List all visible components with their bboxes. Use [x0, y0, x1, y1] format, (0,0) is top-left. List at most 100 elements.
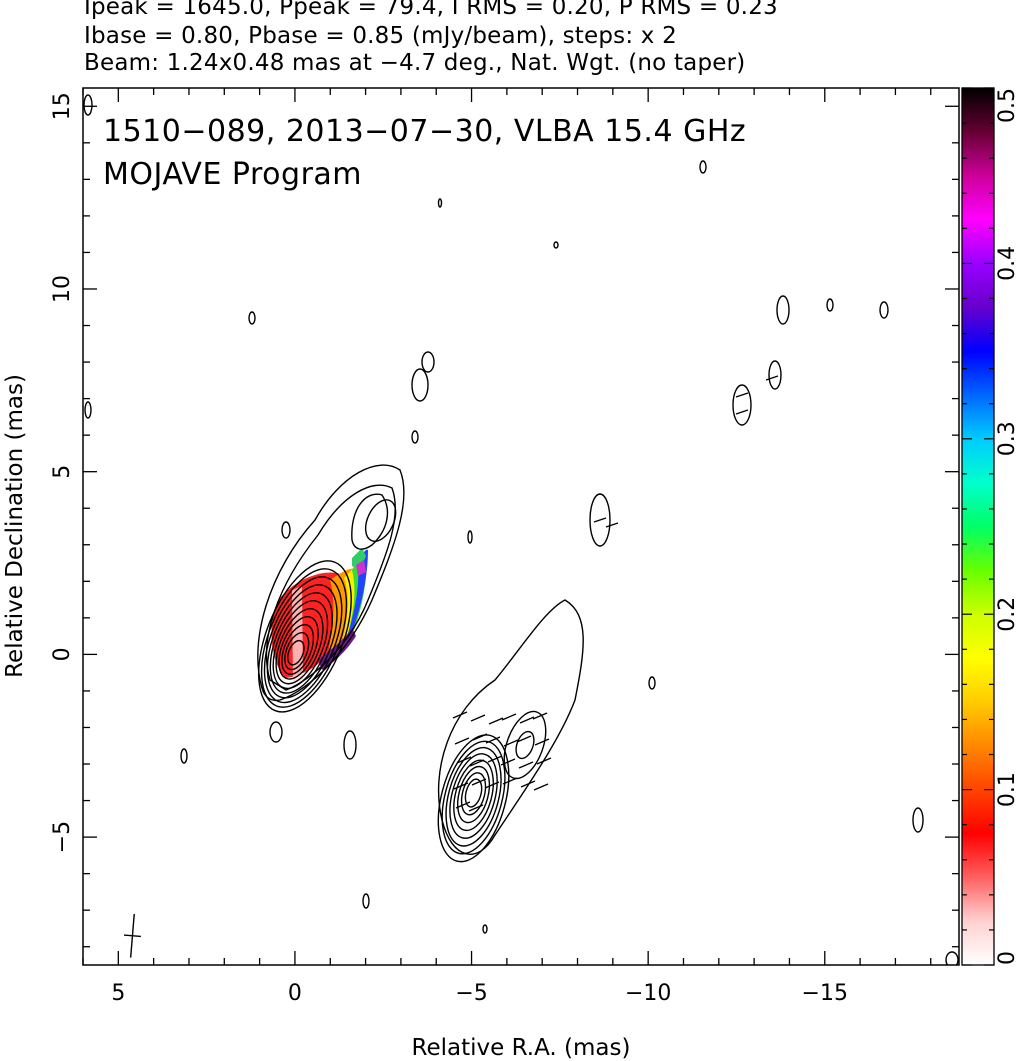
- y-axis-title: Relative Declination (mas): [2, 374, 28, 678]
- noise-contour: [467, 530, 473, 544]
- header-beam-info: Beam: 1.24x0.48 mas at −4.7 deg., Nat. W…: [84, 50, 746, 76]
- colorbar-gradient: [961, 87, 995, 966]
- core-contour: [284, 631, 310, 671]
- x-tick-label: 0: [288, 981, 302, 1006]
- noise-contour: [699, 160, 707, 174]
- noise-contour: [879, 301, 889, 319]
- polarization-vector: [533, 783, 549, 791]
- sw-secondary-inner-contour: [515, 730, 535, 760]
- y-tick-label: 10: [50, 275, 75, 303]
- y-tick-label: −5: [50, 821, 75, 853]
- noise-contour: [343, 730, 357, 760]
- y-tick-label: 15: [50, 92, 75, 120]
- polarization-vector: [487, 755, 503, 763]
- chart-title: 1510−089, 2013−07−30, VLBA 15.4 GHz: [103, 114, 746, 149]
- sw-secondary-contour: [503, 710, 547, 780]
- beam-marker: [123, 913, 141, 958]
- polarization-vector: [470, 714, 486, 722]
- polarization-vector: [471, 778, 487, 786]
- polarization-vectors: [452, 375, 779, 812]
- noise-contour: [553, 241, 559, 249]
- plot-frame: [82, 87, 960, 966]
- polarization-vector: [472, 733, 488, 741]
- chart-subtitle: MOJAVE Program: [103, 157, 362, 192]
- core-contour: [269, 592, 333, 694]
- core-contour: [266, 584, 338, 699]
- polarization-vector: [536, 757, 552, 765]
- polarization-red-region: [271, 572, 350, 678]
- noise-contour: [84, 401, 92, 419]
- polarization-vector: [468, 804, 484, 812]
- polarization-vector: [534, 738, 550, 746]
- polarization-vector: [455, 801, 471, 809]
- polarization-vector: [488, 717, 504, 725]
- polarization-jet-tip: [356, 560, 366, 576]
- x-tick-label: −10: [625, 981, 671, 1006]
- sw-component-contour: [437, 734, 510, 863]
- intensity-contours: [83, 94, 959, 965]
- noise-contour: [482, 924, 488, 934]
- polarization-vector: [518, 761, 534, 769]
- sw-outer-contour: [438, 599, 584, 855]
- noise-contour: [768, 360, 782, 390]
- noise-contour: [411, 368, 429, 402]
- jet-knot-inner-contour: [364, 499, 397, 542]
- polarization-vector: [469, 759, 485, 767]
- sw-component-contour: [464, 778, 483, 808]
- core-contour: [278, 616, 319, 680]
- polarization-vector: [735, 409, 749, 415]
- polarization-vector: [503, 739, 519, 747]
- x-axis-title: Relative R.A. (mas): [412, 1035, 631, 1061]
- polarization-vector: [519, 716, 535, 724]
- core-contour: [275, 608, 324, 685]
- polarization-vector: [501, 713, 517, 721]
- polarization-vector: [453, 782, 469, 790]
- noise-contour: [945, 951, 959, 965]
- polarization-vector: [452, 711, 468, 719]
- noise-contour: [411, 430, 419, 444]
- polarization-vector: [454, 737, 470, 745]
- noise-contour: [776, 295, 790, 325]
- axis-ticks: [82, 88, 959, 965]
- y-tick-label: 5: [50, 465, 75, 479]
- colorbar-tick-label: 0.2: [995, 597, 1020, 632]
- polarization-vector: [532, 712, 548, 720]
- noise-contour: [248, 311, 256, 325]
- polarization-jet-top: [352, 548, 366, 570]
- colorbar-tick-label: 0.4: [995, 246, 1020, 281]
- noise-contour: [281, 521, 291, 539]
- core-contour: [281, 624, 315, 675]
- colorbar-tick-label: 0: [995, 951, 1020, 965]
- x-tick-label: −5: [455, 981, 487, 1006]
- noise-contour: [826, 298, 834, 312]
- noise-contour: [437, 198, 443, 208]
- noise-contour: [912, 807, 924, 833]
- polarization-vector: [485, 736, 501, 744]
- polarization-vector: [593, 517, 607, 523]
- colorbar: 0 0.1 0.2 0.3 0.4 0.5: [961, 87, 1020, 966]
- sw-component-contour: [445, 746, 502, 847]
- core-contour: [263, 576, 343, 704]
- core-contour: [257, 560, 352, 713]
- noise-contour: [83, 94, 93, 116]
- x-tick-label: 5: [111, 981, 125, 1006]
- jet-knot-contour: [351, 493, 389, 550]
- noise-contour: [732, 384, 752, 426]
- polarization-vector: [502, 777, 518, 785]
- polarization-vector: [500, 758, 516, 766]
- polarization-vector: [516, 735, 532, 743]
- polarization-vector: [605, 522, 619, 528]
- polarization-vector: [456, 756, 472, 764]
- noise-contour: [269, 721, 283, 743]
- header-base-levels: Ibase = 0.80, Pbase = 0.85 (mJy/beam), s…: [84, 23, 677, 49]
- sw-component-contour: [449, 753, 498, 839]
- colorbar-tick-label: 0.5: [995, 88, 1020, 123]
- polarization-vector: [484, 781, 500, 789]
- y-tick-label: 0: [50, 647, 75, 661]
- jet-contour: [265, 484, 396, 691]
- sw-component-contour: [460, 772, 487, 816]
- axis-tick-labels: 5 0 −5 −10 −15 15 10 5 0 −5: [50, 92, 848, 1006]
- core-contour: [287, 639, 305, 666]
- polarization-vector: [735, 392, 749, 398]
